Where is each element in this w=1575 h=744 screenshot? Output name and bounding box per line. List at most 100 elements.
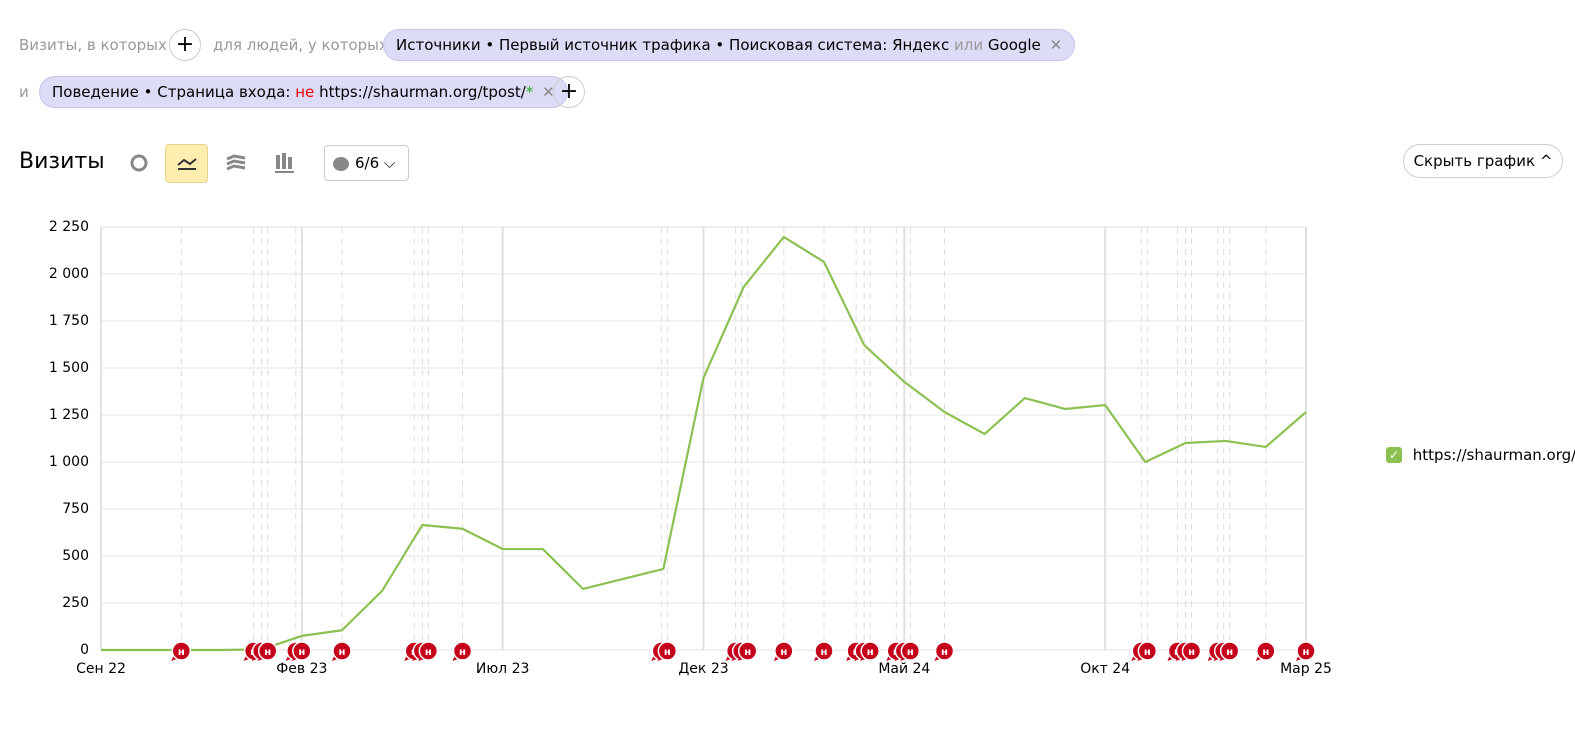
x-tick-label: Окт 24 bbox=[1080, 661, 1130, 677]
add-filter-button[interactable]: + bbox=[169, 29, 201, 61]
line-chart-icon bbox=[177, 158, 197, 170]
filter-label: Визиты, в которых bbox=[19, 36, 167, 54]
annotation-dot bbox=[657, 641, 678, 661]
chip-close[interactable]: ✕ bbox=[542, 83, 555, 101]
annotation-marker[interactable]: н bbox=[900, 641, 921, 661]
annotation-dot bbox=[418, 641, 439, 661]
annotations-dropdown[interactable]: 6/6 ⌵ bbox=[324, 145, 409, 181]
annotation-dot bbox=[1219, 641, 1240, 661]
annotation-label: н bbox=[907, 647, 914, 658]
line-chart-button[interactable] bbox=[165, 144, 208, 183]
annotation-marker[interactable]: н bbox=[1296, 641, 1316, 661]
annotation-label: н bbox=[298, 647, 305, 658]
comment-icon bbox=[333, 156, 349, 171]
filter-chip[interactable]: Источники • Первый источник трафика • По… bbox=[383, 29, 1076, 61]
bar-chart-icon[interactable] bbox=[273, 151, 297, 175]
annotation-dot bbox=[332, 641, 352, 661]
annotation-label: н bbox=[459, 647, 466, 658]
series-line bbox=[101, 235, 1307, 652]
annotation-marker[interactable]: н bbox=[291, 641, 312, 661]
filter-label: и bbox=[19, 83, 29, 101]
legend-checkbox[interactable]: ✓ bbox=[1386, 446, 1402, 463]
annotation-dot bbox=[292, 641, 312, 661]
annotation-marker[interactable]: н bbox=[332, 641, 352, 661]
x-tick-label: Дек 23 bbox=[678, 661, 728, 677]
annotation-marker[interactable]: н bbox=[737, 641, 758, 661]
annotation-dot bbox=[1256, 641, 1276, 661]
annotation-dot bbox=[1137, 641, 1158, 661]
y-tick-label: 750 bbox=[62, 501, 89, 517]
annotation-label: н bbox=[264, 647, 271, 658]
annotation-label: н bbox=[821, 647, 828, 658]
chip-not: не bbox=[295, 83, 315, 101]
filter-label: для людей, у которых bbox=[213, 36, 388, 54]
annotations-counter: 6/6 bbox=[355, 154, 380, 172]
y-tick-label: 500 bbox=[62, 548, 89, 564]
annotation-dot bbox=[774, 641, 794, 661]
annotation-marker[interactable]: н bbox=[773, 641, 794, 661]
filter-chip[interactable]: Поведение • Страница входа: не https://s… bbox=[39, 76, 568, 108]
annotation-marker[interactable]: н bbox=[452, 641, 473, 661]
annotation-label: н bbox=[1144, 647, 1151, 658]
annotation-marker[interactable]: н bbox=[860, 641, 880, 661]
hide-chart-label: Скрыть график bbox=[1413, 152, 1536, 170]
chip-value: Google bbox=[987, 36, 1041, 54]
x-tick-label: Сен 22 bbox=[76, 661, 126, 677]
annotation-label: н bbox=[1226, 647, 1233, 658]
annotation-dot bbox=[257, 641, 278, 661]
annotation-label: н bbox=[941, 647, 948, 658]
annotation-marker[interactable]: н bbox=[1255, 641, 1276, 661]
y-tick-label: 2 250 bbox=[49, 219, 89, 235]
annotation-marker[interactable]: н bbox=[657, 641, 678, 661]
annotation-label: н bbox=[780, 647, 787, 658]
annotation-dot bbox=[452, 641, 473, 661]
x-tick-label: Мар 25 bbox=[1280, 661, 1332, 677]
annotation-dot bbox=[900, 641, 921, 661]
y-tick-label: 1 500 bbox=[49, 360, 89, 376]
annotation-label: н bbox=[664, 647, 671, 658]
annotation-label: н bbox=[178, 647, 185, 658]
annotation-marker[interactable]: н bbox=[171, 641, 192, 661]
legend-label: https://shaurman.org/ bbox=[1412, 445, 1575, 464]
chip-value: https://shaurman.org/tpost/ bbox=[319, 83, 526, 101]
annotation-dot bbox=[1181, 641, 1202, 661]
x-tick-label: Июл 23 bbox=[476, 661, 529, 677]
y-tick-label: 1 250 bbox=[49, 407, 89, 423]
annotation-marker[interactable]: н bbox=[1219, 641, 1240, 661]
x-tick-label: Фев 23 bbox=[276, 661, 327, 677]
annotation-dot bbox=[934, 641, 955, 661]
chip-text: Поведение • Страница входа: bbox=[52, 83, 291, 101]
annotation-dot bbox=[814, 641, 834, 661]
annotation-marker[interactable]: н bbox=[1137, 641, 1158, 661]
annotation-marker[interactable]: н bbox=[257, 641, 278, 661]
y-tick-label: 1 000 bbox=[49, 454, 89, 470]
annotation-marker[interactable]: н bbox=[814, 641, 834, 661]
section-title: Визиты bbox=[19, 149, 105, 174]
y-tick-label: 1 750 bbox=[49, 313, 89, 329]
annotation-marker[interactable]: н bbox=[418, 641, 439, 661]
annotation-marker[interactable]: н bbox=[934, 641, 955, 661]
annotation-marker[interactable]: н bbox=[1181, 641, 1202, 661]
chip-or: или bbox=[954, 36, 984, 54]
pie-chart-icon[interactable] bbox=[125, 148, 155, 178]
y-tick-label: 2 000 bbox=[49, 266, 89, 282]
hide-chart-button[interactable]: Скрыть график ^ bbox=[1403, 144, 1563, 178]
annotation-label: н bbox=[1262, 647, 1269, 658]
annotation-dot bbox=[171, 641, 192, 661]
chip-close[interactable]: ✕ bbox=[1049, 36, 1063, 54]
chip-text: Источники • Первый источник трафика • По… bbox=[396, 36, 950, 54]
annotation-dot bbox=[860, 641, 880, 661]
chip-wildcard: * bbox=[525, 83, 534, 101]
annotation-label: н bbox=[1303, 647, 1310, 658]
annotation-label: н bbox=[425, 647, 432, 658]
legend: ✓ https://shaurman.org/ bbox=[1386, 445, 1575, 464]
add-filter-button[interactable]: + bbox=[553, 76, 585, 108]
y-tick-label: 0 bbox=[80, 642, 89, 658]
annotation-label: н bbox=[744, 647, 751, 658]
area-chart-icon[interactable] bbox=[224, 151, 248, 175]
annotation-dot bbox=[1296, 641, 1316, 661]
annotation-label: н bbox=[867, 647, 874, 658]
annotation-label: н bbox=[339, 647, 346, 658]
